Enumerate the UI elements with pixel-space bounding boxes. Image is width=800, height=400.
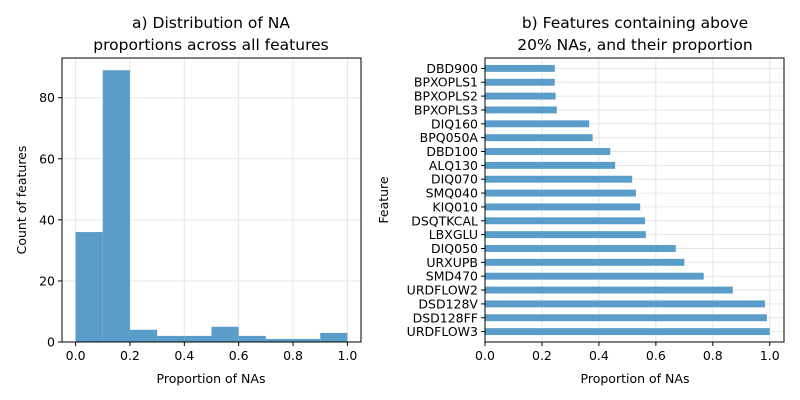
feature-label: BPXOPLS1 bbox=[414, 75, 478, 90]
feature-label: DIQ070 bbox=[431, 172, 478, 187]
histogram-x-tick-label: 1.0 bbox=[337, 348, 357, 363]
histogram-x-tick-label: 0.6 bbox=[229, 348, 249, 363]
histogram-y-tick-label: 40 bbox=[39, 212, 55, 227]
feature-label: BPXOPLS2 bbox=[414, 89, 478, 104]
feature-label: URXUPB bbox=[426, 255, 478, 270]
histogram-x-tick-label: 0.2 bbox=[120, 348, 140, 363]
histogram-title-line-2: proportions across all features bbox=[93, 36, 328, 54]
feature-bar bbox=[485, 328, 770, 336]
feature-label: KIQ010 bbox=[432, 199, 478, 214]
feature-label: ALQ130 bbox=[429, 158, 478, 173]
feature-bar bbox=[485, 286, 733, 294]
feature-bar bbox=[485, 300, 765, 308]
feature-bar bbox=[485, 245, 676, 252]
feature-label: URDFLOW2 bbox=[407, 283, 478, 298]
histogram-bar bbox=[184, 335, 212, 342]
feature-label: URDFLOW3 bbox=[407, 324, 478, 339]
histogram-x-axis-label: Proportion of NAs bbox=[157, 371, 266, 386]
feature-bar-x-tick-label: 0.6 bbox=[646, 348, 666, 363]
histogram-bar bbox=[129, 329, 158, 342]
feature-bar-panel: b) Features containing above 20% NAs, an… bbox=[376, 14, 785, 386]
histogram-x-tick-label: 0.0 bbox=[66, 348, 86, 363]
histogram-x-tick-label: 0.8 bbox=[283, 348, 303, 363]
feature-label: DBD100 bbox=[426, 144, 478, 159]
histogram-panel: a) Distribution of NA proportions across… bbox=[14, 14, 362, 386]
histogram-title-line-1: a) Distribution of NA bbox=[132, 14, 290, 32]
feature-bar-grid bbox=[484, 58, 784, 342]
feature-label: SMQ040 bbox=[426, 186, 478, 201]
histogram-y-tick-label: 20 bbox=[39, 273, 55, 288]
feature-bar-x-tick-label: 0.4 bbox=[589, 348, 609, 363]
feature-bar-x-tick-label: 1.0 bbox=[760, 348, 780, 363]
feature-bar bbox=[485, 78, 555, 86]
feature-bar-title-line-1: b) Features containing above bbox=[522, 14, 748, 32]
feature-label: DIQ160 bbox=[431, 116, 478, 131]
feature-bar bbox=[485, 92, 556, 100]
feature-label: SMD470 bbox=[426, 269, 478, 284]
feature-label: DSD128V bbox=[418, 296, 478, 311]
histogram-bars bbox=[75, 70, 348, 342]
feature-bar bbox=[485, 175, 633, 183]
feature-bar-x-tick-label: 0.2 bbox=[532, 348, 552, 363]
feature-bar-x-axis-label: Proportion of NAs bbox=[581, 371, 690, 386]
histogram-bar bbox=[211, 326, 239, 342]
histogram-bar bbox=[102, 70, 130, 342]
histogram-bar bbox=[75, 232, 103, 342]
feature-bar-axes-frame bbox=[484, 57, 785, 343]
histogram-bar bbox=[293, 338, 321, 342]
feature-bar-title-line-2: 20% NAs, and their proportion bbox=[517, 36, 752, 54]
feature-bars bbox=[485, 64, 770, 336]
histogram-y-tick-label: 60 bbox=[39, 151, 55, 166]
histogram-bar bbox=[320, 332, 348, 342]
feature-bar bbox=[485, 258, 685, 266]
feature-bar bbox=[485, 203, 641, 211]
histogram-y-tick-label: 0 bbox=[47, 335, 55, 350]
feature-bar bbox=[485, 148, 611, 155]
feature-bar-ticks: 0.0 0.2 0.4 0.6 0.8 1.0 DBD900BPXOPLS1BPXOPLS2… bbox=[407, 61, 780, 363]
feature-label: DSD128FF bbox=[413, 310, 478, 325]
feature-bar bbox=[485, 314, 767, 322]
feature-bar bbox=[485, 231, 646, 239]
histogram-x-tick-label: 0.4 bbox=[174, 348, 194, 363]
feature-bar bbox=[485, 189, 636, 197]
histogram-bar bbox=[157, 335, 185, 342]
histogram-ticks: 0.0 0.2 0.4 0.6 0.8 1.0 0 20 40 60 80 bbox=[39, 90, 357, 363]
feature-bar bbox=[485, 106, 557, 114]
feature-bar bbox=[485, 217, 646, 225]
histogram-axes-frame bbox=[61, 57, 362, 343]
feature-bar-y-axis-label: Feature bbox=[376, 176, 391, 224]
feature-label: LBXGLU bbox=[429, 227, 478, 242]
feature-bar bbox=[485, 161, 616, 169]
feature-label: DSQTKCAL bbox=[411, 213, 478, 228]
histogram-y-axis-label: Count of features bbox=[14, 146, 29, 255]
histogram-y-tick-label: 80 bbox=[39, 90, 55, 105]
feature-bar bbox=[485, 272, 704, 280]
histogram-bar bbox=[265, 338, 294, 342]
feature-label: DIQ050 bbox=[431, 241, 478, 256]
feature-bar bbox=[485, 64, 555, 72]
feature-label: BPXOPLS3 bbox=[414, 102, 478, 117]
histogram-bar bbox=[238, 335, 266, 342]
feature-label: BPQ050A bbox=[420, 130, 479, 145]
feature-bar bbox=[485, 134, 593, 142]
feature-bar-x-tick-label: 0.0 bbox=[475, 348, 495, 363]
feature-label: DBD900 bbox=[426, 61, 478, 76]
feature-bar-x-tick-label: 0.8 bbox=[703, 348, 723, 363]
feature-bar bbox=[485, 120, 590, 128]
